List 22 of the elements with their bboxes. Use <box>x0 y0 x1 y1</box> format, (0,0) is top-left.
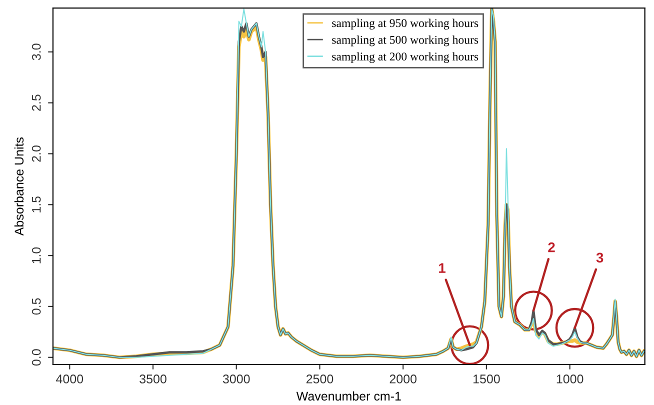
x-tick-label: 2000 <box>390 374 417 384</box>
annotation: 2 <box>548 242 555 252</box>
legend-label: sampling at 500 working hours <box>332 36 478 46</box>
y-tick-label: 0.0 <box>32 349 41 366</box>
x-axis-title: Wavenumber cm-1 <box>296 391 401 401</box>
y-tick-label: 1.5 <box>32 196 41 212</box>
x-tick-label: 1000 <box>556 374 584 384</box>
annotation: 1 <box>439 263 446 273</box>
y-tick-label: 1.0 <box>32 247 41 264</box>
y-tick-label: 2.0 <box>32 146 41 162</box>
x-tick-label: 2500 <box>306 374 334 384</box>
annotation: 3 <box>596 252 604 263</box>
y-tick-label: 0.5 <box>32 298 41 315</box>
x-tick-label: 3000 <box>222 374 250 384</box>
x-tick-label: 4000 <box>56 374 84 384</box>
x-tick-label: 3500 <box>140 374 166 384</box>
y-axis-title: Absorbance Units <box>14 137 24 236</box>
y-tick-label: 2.5 <box>32 94 41 111</box>
x-tick-label: 1500 <box>474 374 500 384</box>
y-tick-label: 3.0 <box>32 44 41 60</box>
legend-label: sampling at 200 working hours <box>332 52 478 63</box>
legend-label: sampling at 950 working hours <box>332 18 478 30</box>
